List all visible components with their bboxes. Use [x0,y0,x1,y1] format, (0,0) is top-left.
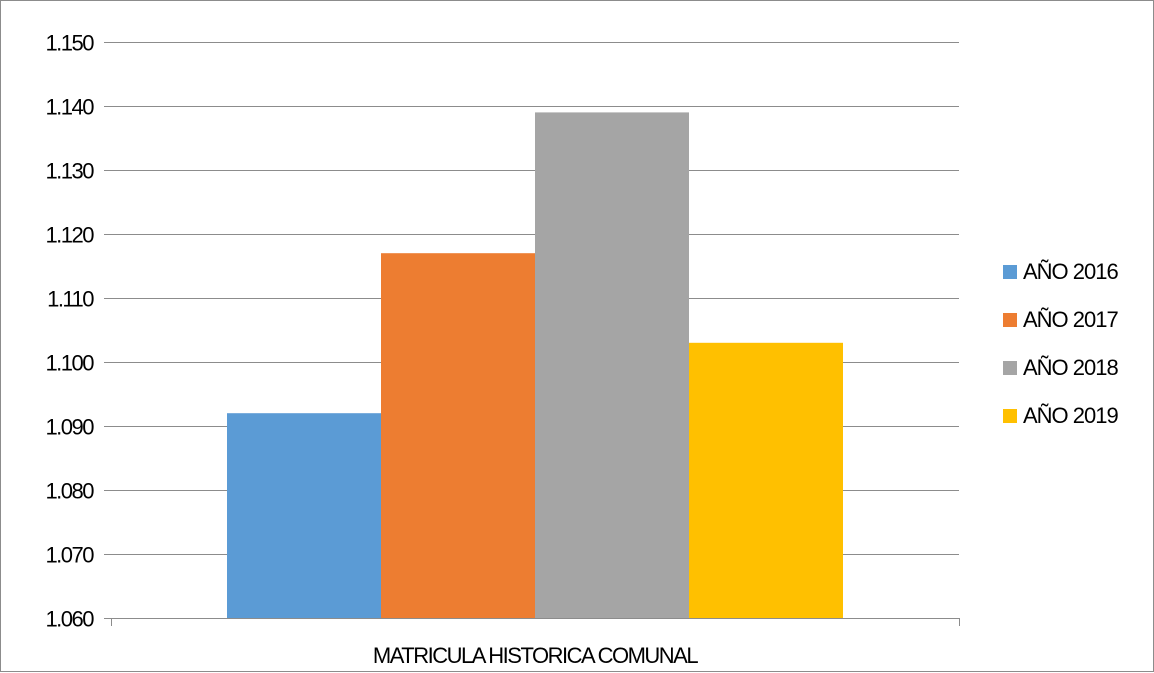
legend-swatch [1003,313,1017,327]
y-tick-label: 1.120 [45,223,94,248]
x-axis [104,618,960,626]
y-axis-tick-labels: 1.060 1.070 1.080 1.090 1.100 1.110 1.120 1.130… [45,31,95,632]
x-axis-category-labels: MATRICULA HISTORICA COMUNAL [373,643,700,668]
x-category-label: MATRICULA HISTORICA COMUNAL [373,643,698,668]
bar-año-2019 [689,342,843,618]
y-tick-label: 1.080 [45,479,94,504]
y-tick-label: 1.150 [45,31,94,56]
legend-swatch [1003,265,1017,279]
bars [227,112,843,619]
y-tick-label: 1.130 [45,159,94,184]
legend: AÑO 2016 AÑO 2017 AÑO 2018 AÑO 2019 [1003,259,1119,428]
bar-año-2018 [535,112,689,619]
legend-label: AÑO 2018 [1023,355,1118,380]
legend-label: AÑO 2019 [1023,403,1118,428]
legend-swatch [1003,409,1017,423]
y-tick-label: 1.070 [45,543,94,568]
y-tick-label: 1.110 [47,287,94,312]
legend-label: AÑO 2017 [1023,307,1118,332]
y-tick-label: 1.100 [45,351,94,376]
y-tick-label: 1.060 [45,607,94,632]
bar-año-2017 [381,253,535,618]
y-tick-label: 1.140 [45,95,94,120]
bar-año-2016 [227,413,381,618]
y-tick-label: 1.090 [45,415,94,440]
legend-label: AÑO 2016 [1023,259,1118,284]
legend-swatch [1003,361,1017,375]
